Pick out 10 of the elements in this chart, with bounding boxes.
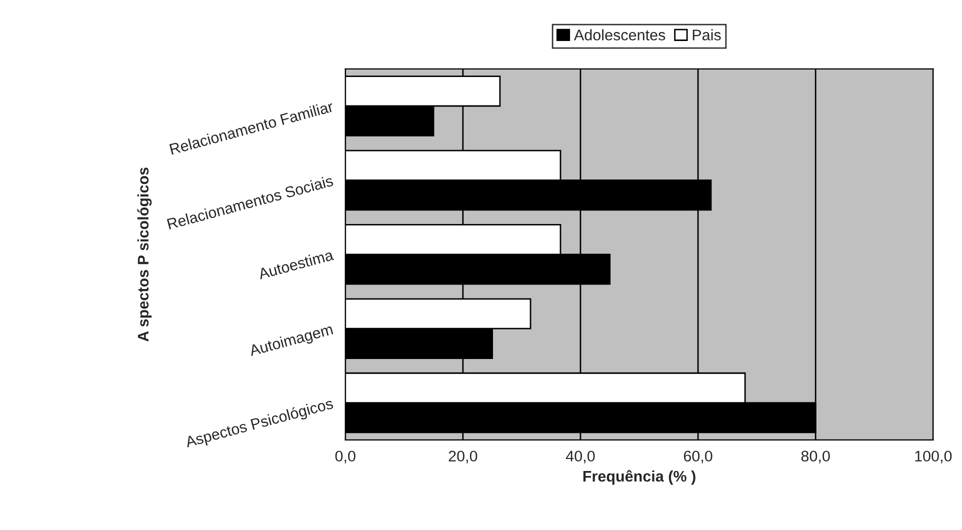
- x-axis-title: Frequência (% ): [583, 470, 696, 485]
- x-tick-label: 0,0: [335, 450, 356, 464]
- y-axis-title: A spectos P sicológicos: [137, 168, 152, 342]
- x-tick-label: 60,0: [684, 450, 712, 464]
- x-tick-label: 20,0: [448, 450, 478, 464]
- legend-label: Adolescentes: [574, 29, 666, 40]
- x-tick-label: 100,0: [915, 450, 952, 464]
- x-tick-label: 40,0: [566, 450, 595, 464]
- legend-label: Pais: [692, 29, 721, 40]
- x-tick-label: 80,0: [801, 450, 830, 464]
